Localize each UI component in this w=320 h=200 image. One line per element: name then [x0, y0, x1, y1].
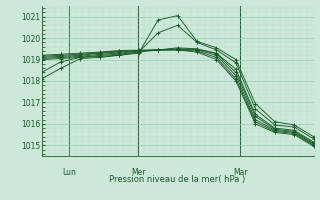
Text: Lun: Lun: [62, 168, 76, 177]
Text: Mer: Mer: [131, 168, 145, 177]
Text: Mar: Mar: [233, 168, 247, 177]
X-axis label: Pression niveau de la mer( hPa ): Pression niveau de la mer( hPa ): [109, 175, 246, 184]
